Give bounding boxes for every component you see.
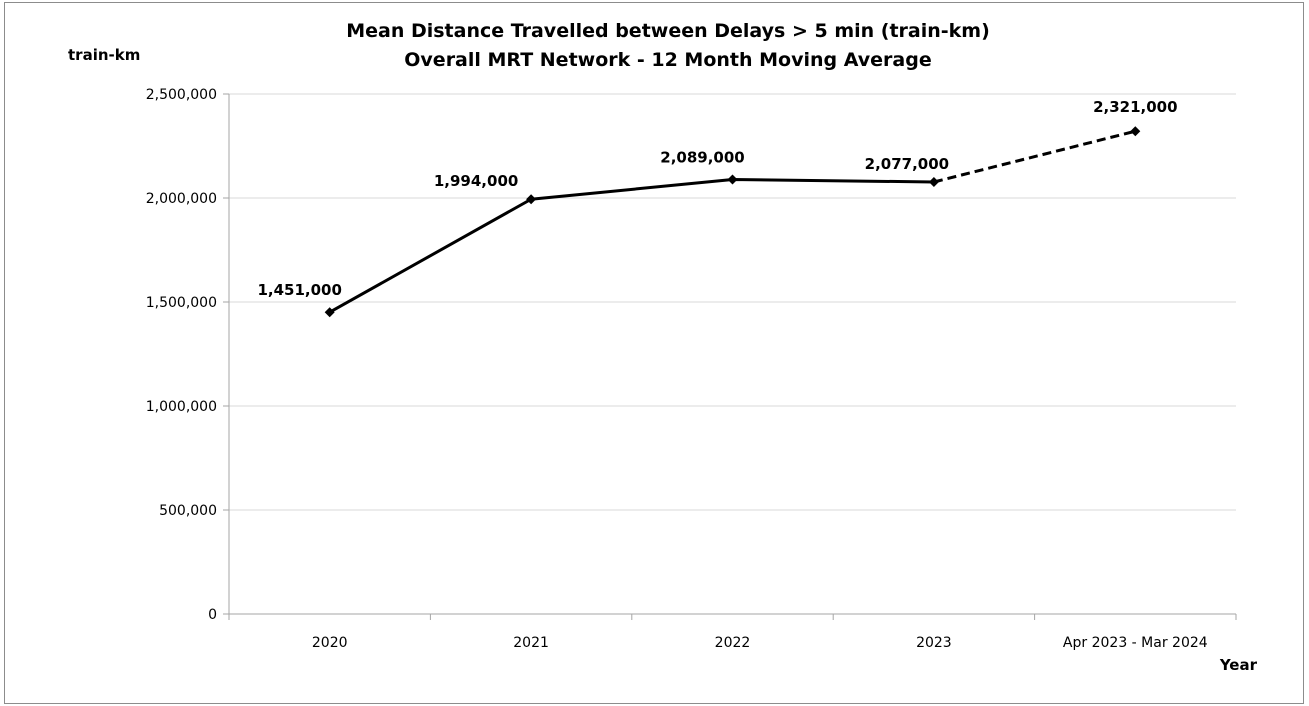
series-line xyxy=(328,129,1136,314)
y-tick-label: 0 xyxy=(208,607,217,623)
y-tick-label: 1,500,000 xyxy=(146,295,217,311)
chart-title: Mean Distance Travelled between Delays >… xyxy=(346,20,990,42)
data-label: 1,994,000 xyxy=(434,172,518,190)
y-tick-label: 2,500,000 xyxy=(146,87,217,103)
y-tick-label: 1,000,000 xyxy=(146,399,217,415)
x-tick-label: 2023 xyxy=(916,635,952,651)
data-markers xyxy=(324,126,1141,318)
data-labels: 1,451,000 1,994,000 2,089,000 2,077,000 2,32… xyxy=(257,98,1177,299)
y-tick-label: 2,000,000 xyxy=(146,191,217,207)
y-tick-labels: 0 500,000 1,000,000 1,500,000 2,000,000 2,500… xyxy=(146,87,217,623)
chart-frame xyxy=(4,2,1304,704)
data-point-marker xyxy=(324,307,335,318)
data-point-marker xyxy=(727,174,738,185)
chart-subtitle: Overall MRT Network - 12 Month Moving Av… xyxy=(404,49,931,71)
axes xyxy=(223,93,1237,620)
series-line-solid xyxy=(328,177,934,314)
y-tick-label: 500,000 xyxy=(159,503,217,519)
data-point-marker xyxy=(928,176,939,187)
series-line-dashed xyxy=(933,129,1136,184)
x-tick-label: 2020 xyxy=(312,635,348,651)
data-label: 2,089,000 xyxy=(660,148,744,166)
data-point-marker xyxy=(1130,126,1141,137)
y-axis-title: train-km xyxy=(68,46,140,64)
data-label: 1,451,000 xyxy=(257,281,341,299)
x-tick-label: 2022 xyxy=(715,635,751,651)
x-tick-label: Apr 2023 - Mar 2024 xyxy=(1063,635,1208,651)
gridlines xyxy=(229,93,1236,511)
data-point-marker xyxy=(526,194,537,205)
x-axis-title: Year xyxy=(1219,656,1258,674)
x-tick-labels: 2020 2021 2022 2023 Apr 2023 - Mar 2024 xyxy=(312,635,1208,651)
data-label: 2,321,000 xyxy=(1093,98,1177,116)
x-tick-label: 2021 xyxy=(513,635,549,651)
data-label: 2,077,000 xyxy=(865,155,949,173)
